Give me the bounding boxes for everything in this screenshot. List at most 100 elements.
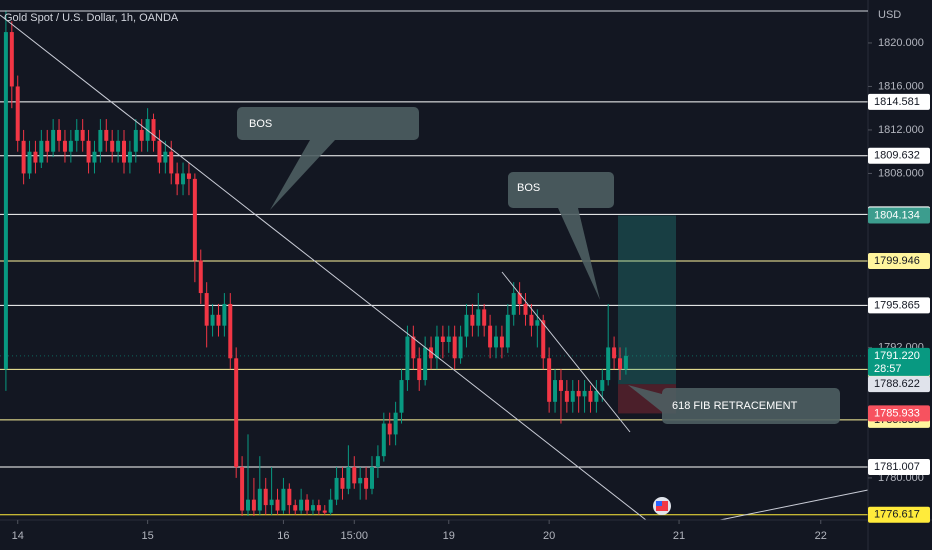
candle-body [251, 499, 256, 511]
callout-text: BOS [249, 118, 272, 130]
candle-body [564, 390, 569, 402]
candles [3, 10, 628, 516]
x-tick-label: 19 [443, 530, 455, 542]
candle-body [600, 380, 605, 391]
candle-body [535, 320, 540, 326]
candle-body [287, 488, 292, 506]
level-tag [868, 147, 930, 164]
candle-body [446, 336, 451, 342]
candle-body [15, 86, 20, 141]
candle-body [582, 390, 587, 397]
candle-body [157, 140, 162, 163]
candle-body [316, 505, 321, 511]
candle-body [322, 510, 327, 513]
candle-body [476, 309, 481, 326]
trend-line [719, 489, 869, 521]
candle-body [458, 336, 463, 359]
candle-body [618, 358, 622, 370]
candle-body [234, 358, 239, 468]
candle-body [281, 488, 286, 511]
candle-body [399, 380, 404, 413]
candle-body [310, 505, 315, 511]
y-tick-label: 1808.000 [878, 167, 924, 179]
level-tag [868, 458, 930, 475]
candle-body [387, 423, 392, 435]
candle-body [104, 129, 109, 141]
candle-body [210, 314, 215, 326]
candle-body [452, 336, 457, 359]
y-tick-label: 1816.000 [878, 80, 924, 92]
candle-body [92, 151, 97, 163]
candle-body [541, 320, 546, 359]
candle-body [547, 358, 552, 402]
candle-body [405, 336, 410, 381]
candle-body [305, 499, 310, 511]
candle-body [334, 477, 339, 500]
levels [0, 101, 868, 516]
candle-body [39, 140, 44, 163]
level-tag [868, 253, 930, 270]
level-tag-label: 1809.632 [874, 150, 920, 162]
candle-body [370, 467, 374, 489]
candle-body [110, 140, 115, 152]
candle-body [204, 293, 209, 326]
candle-body [133, 129, 138, 152]
price-tag [868, 207, 930, 224]
callout: BOS [237, 107, 419, 210]
candle-body [417, 358, 422, 381]
price-tag [868, 405, 930, 422]
candle-body [434, 336, 439, 359]
trend-line [0, 14, 647, 521]
candle-body [181, 173, 186, 185]
candle-body [411, 336, 416, 359]
candle-body [553, 380, 558, 402]
level-tag-label: 1799.946 [874, 255, 920, 267]
candle-body [74, 129, 79, 141]
candle-body [612, 347, 617, 359]
countdown: 28:57 [874, 363, 902, 375]
candle-body [3, 32, 8, 370]
candle-body [27, 151, 32, 174]
candle-body [340, 477, 345, 489]
candle-body [51, 129, 56, 152]
candle-body [116, 140, 121, 152]
level-tag-label: 1781.007 [874, 461, 920, 473]
candle-body [275, 499, 280, 511]
x-tick-label: 15:00 [341, 530, 369, 542]
candle-body [511, 293, 516, 315]
candle-body [257, 488, 262, 511]
level-tag-label: 1814.581 [874, 96, 920, 108]
axis: 1820.0001816.0001812.0001808.0001792.000… [12, 37, 930, 542]
candle-body [33, 151, 38, 163]
candle-body [364, 477, 369, 489]
candle-body [440, 336, 445, 342]
candle-body [98, 129, 103, 152]
trend-line [501, 271, 631, 433]
level-tag-label: 1795.865 [874, 299, 920, 311]
candle-body [529, 314, 534, 326]
price-axis [868, 0, 932, 550]
candle-body [358, 477, 363, 484]
candle-body [470, 314, 475, 326]
callout-text: BOS [517, 182, 540, 194]
candle-body [488, 325, 493, 348]
callout: 618 FIB RETRACEMENT [628, 385, 840, 424]
currency: USD [878, 9, 901, 21]
y-tick-label: 1812.000 [878, 124, 924, 136]
x-tick-label: 15 [141, 530, 153, 542]
flag-icon [653, 497, 671, 515]
callout-text: 618 FIB RETRACEMENT [672, 400, 798, 412]
candle-body [293, 505, 298, 511]
candle-body [45, 140, 50, 152]
candle-body [169, 151, 174, 174]
price-tag-label: 1791.220 [874, 350, 920, 362]
candle-body [381, 423, 386, 457]
candle-body [151, 119, 156, 141]
candle-body [186, 173, 191, 179]
candle-body [9, 32, 14, 87]
candle-body [606, 347, 611, 381]
candle-body [80, 129, 85, 141]
x-tick-label: 22 [815, 530, 827, 542]
candle-body [86, 140, 91, 163]
